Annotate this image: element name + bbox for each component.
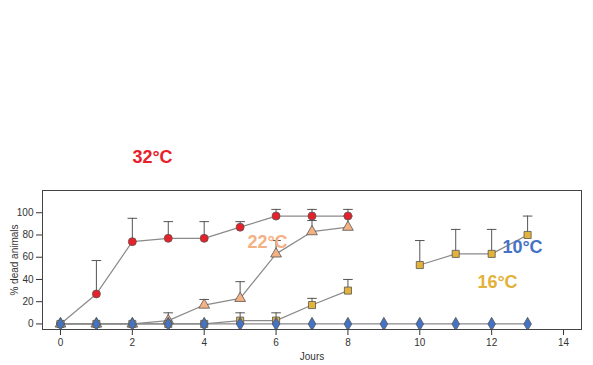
svg-text:0: 0 <box>28 318 34 329</box>
svg-text:2: 2 <box>130 337 136 348</box>
svg-text:12: 12 <box>486 337 498 348</box>
svg-text:4: 4 <box>201 337 207 348</box>
svg-text:10°C: 10°C <box>502 237 542 257</box>
svg-text:40: 40 <box>22 274 34 285</box>
svg-text:0: 0 <box>58 337 64 348</box>
svg-text:20: 20 <box>22 296 34 307</box>
svg-text:80: 80 <box>22 229 34 240</box>
svg-text:100: 100 <box>17 207 34 218</box>
svg-text:10: 10 <box>414 337 426 348</box>
svg-text:6: 6 <box>273 337 279 348</box>
svg-text:16°C: 16°C <box>477 272 517 292</box>
svg-text:% dead animals: % dead animals <box>9 224 20 295</box>
svg-text:Jours: Jours <box>300 351 324 362</box>
svg-text:22°C: 22°C <box>247 232 287 252</box>
svg-text:14: 14 <box>558 337 570 348</box>
svg-text:60: 60 <box>22 251 34 262</box>
svg-text:32°C: 32°C <box>132 147 172 167</box>
svg-text:8: 8 <box>345 337 351 348</box>
